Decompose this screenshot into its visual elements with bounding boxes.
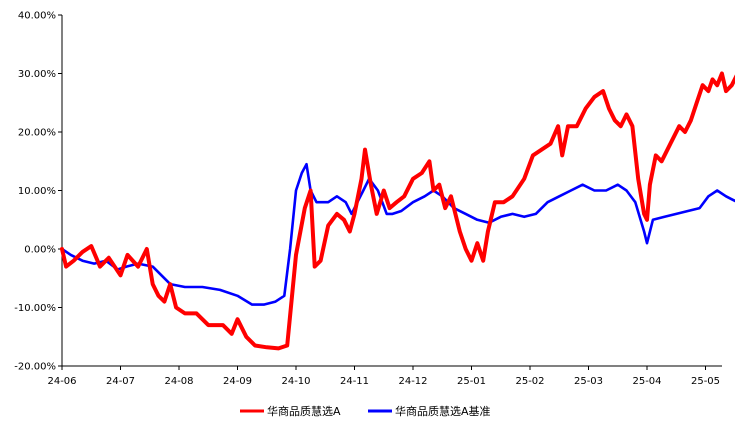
x-tick-label: 24-08 [164, 376, 193, 387]
x-tick-label: 25-03 [574, 376, 603, 387]
x-tick-label: 25-05 [691, 376, 720, 387]
y-tick-label: -10.00% [14, 303, 56, 314]
chart-axes: -20.00% -10.00% 0.00% 10.00% 20.00% 30.00% 40.… [14, 11, 722, 387]
y-tick-label: 30.00% [18, 69, 56, 80]
x-tick-label: 24-06 [47, 376, 76, 387]
y-tick-label: 40.00% [18, 11, 56, 22]
x-tick-label: 24-12 [398, 376, 427, 387]
legend-label-1: 华商品质慧选A [267, 404, 341, 418]
x-tick-label: 24-10 [281, 376, 310, 387]
series-line-2 [60, 162, 735, 306]
y-tick-label: 0.00% [24, 245, 56, 256]
chart-legend: 华商品质慧选A 华商品质慧选A基准 [240, 404, 491, 418]
x-tick-label: 25-02 [515, 376, 544, 387]
x-tick-label: 24-09 [223, 376, 252, 387]
legend-label-2: 华商品质慧选A基准 [395, 404, 491, 418]
x-tick-label: 25-04 [632, 376, 661, 387]
y-tick-label: -20.00% [14, 362, 56, 373]
y-tick-label: 20.00% [18, 128, 56, 139]
series-line-1 [60, 71, 735, 351]
y-tick-label: 10.00% [18, 186, 56, 197]
chart-series [60, 71, 735, 351]
x-tick-label: 24-11 [340, 376, 369, 387]
x-tick-label: 25-01 [457, 376, 486, 387]
x-tick-label: 24-07 [106, 376, 135, 387]
